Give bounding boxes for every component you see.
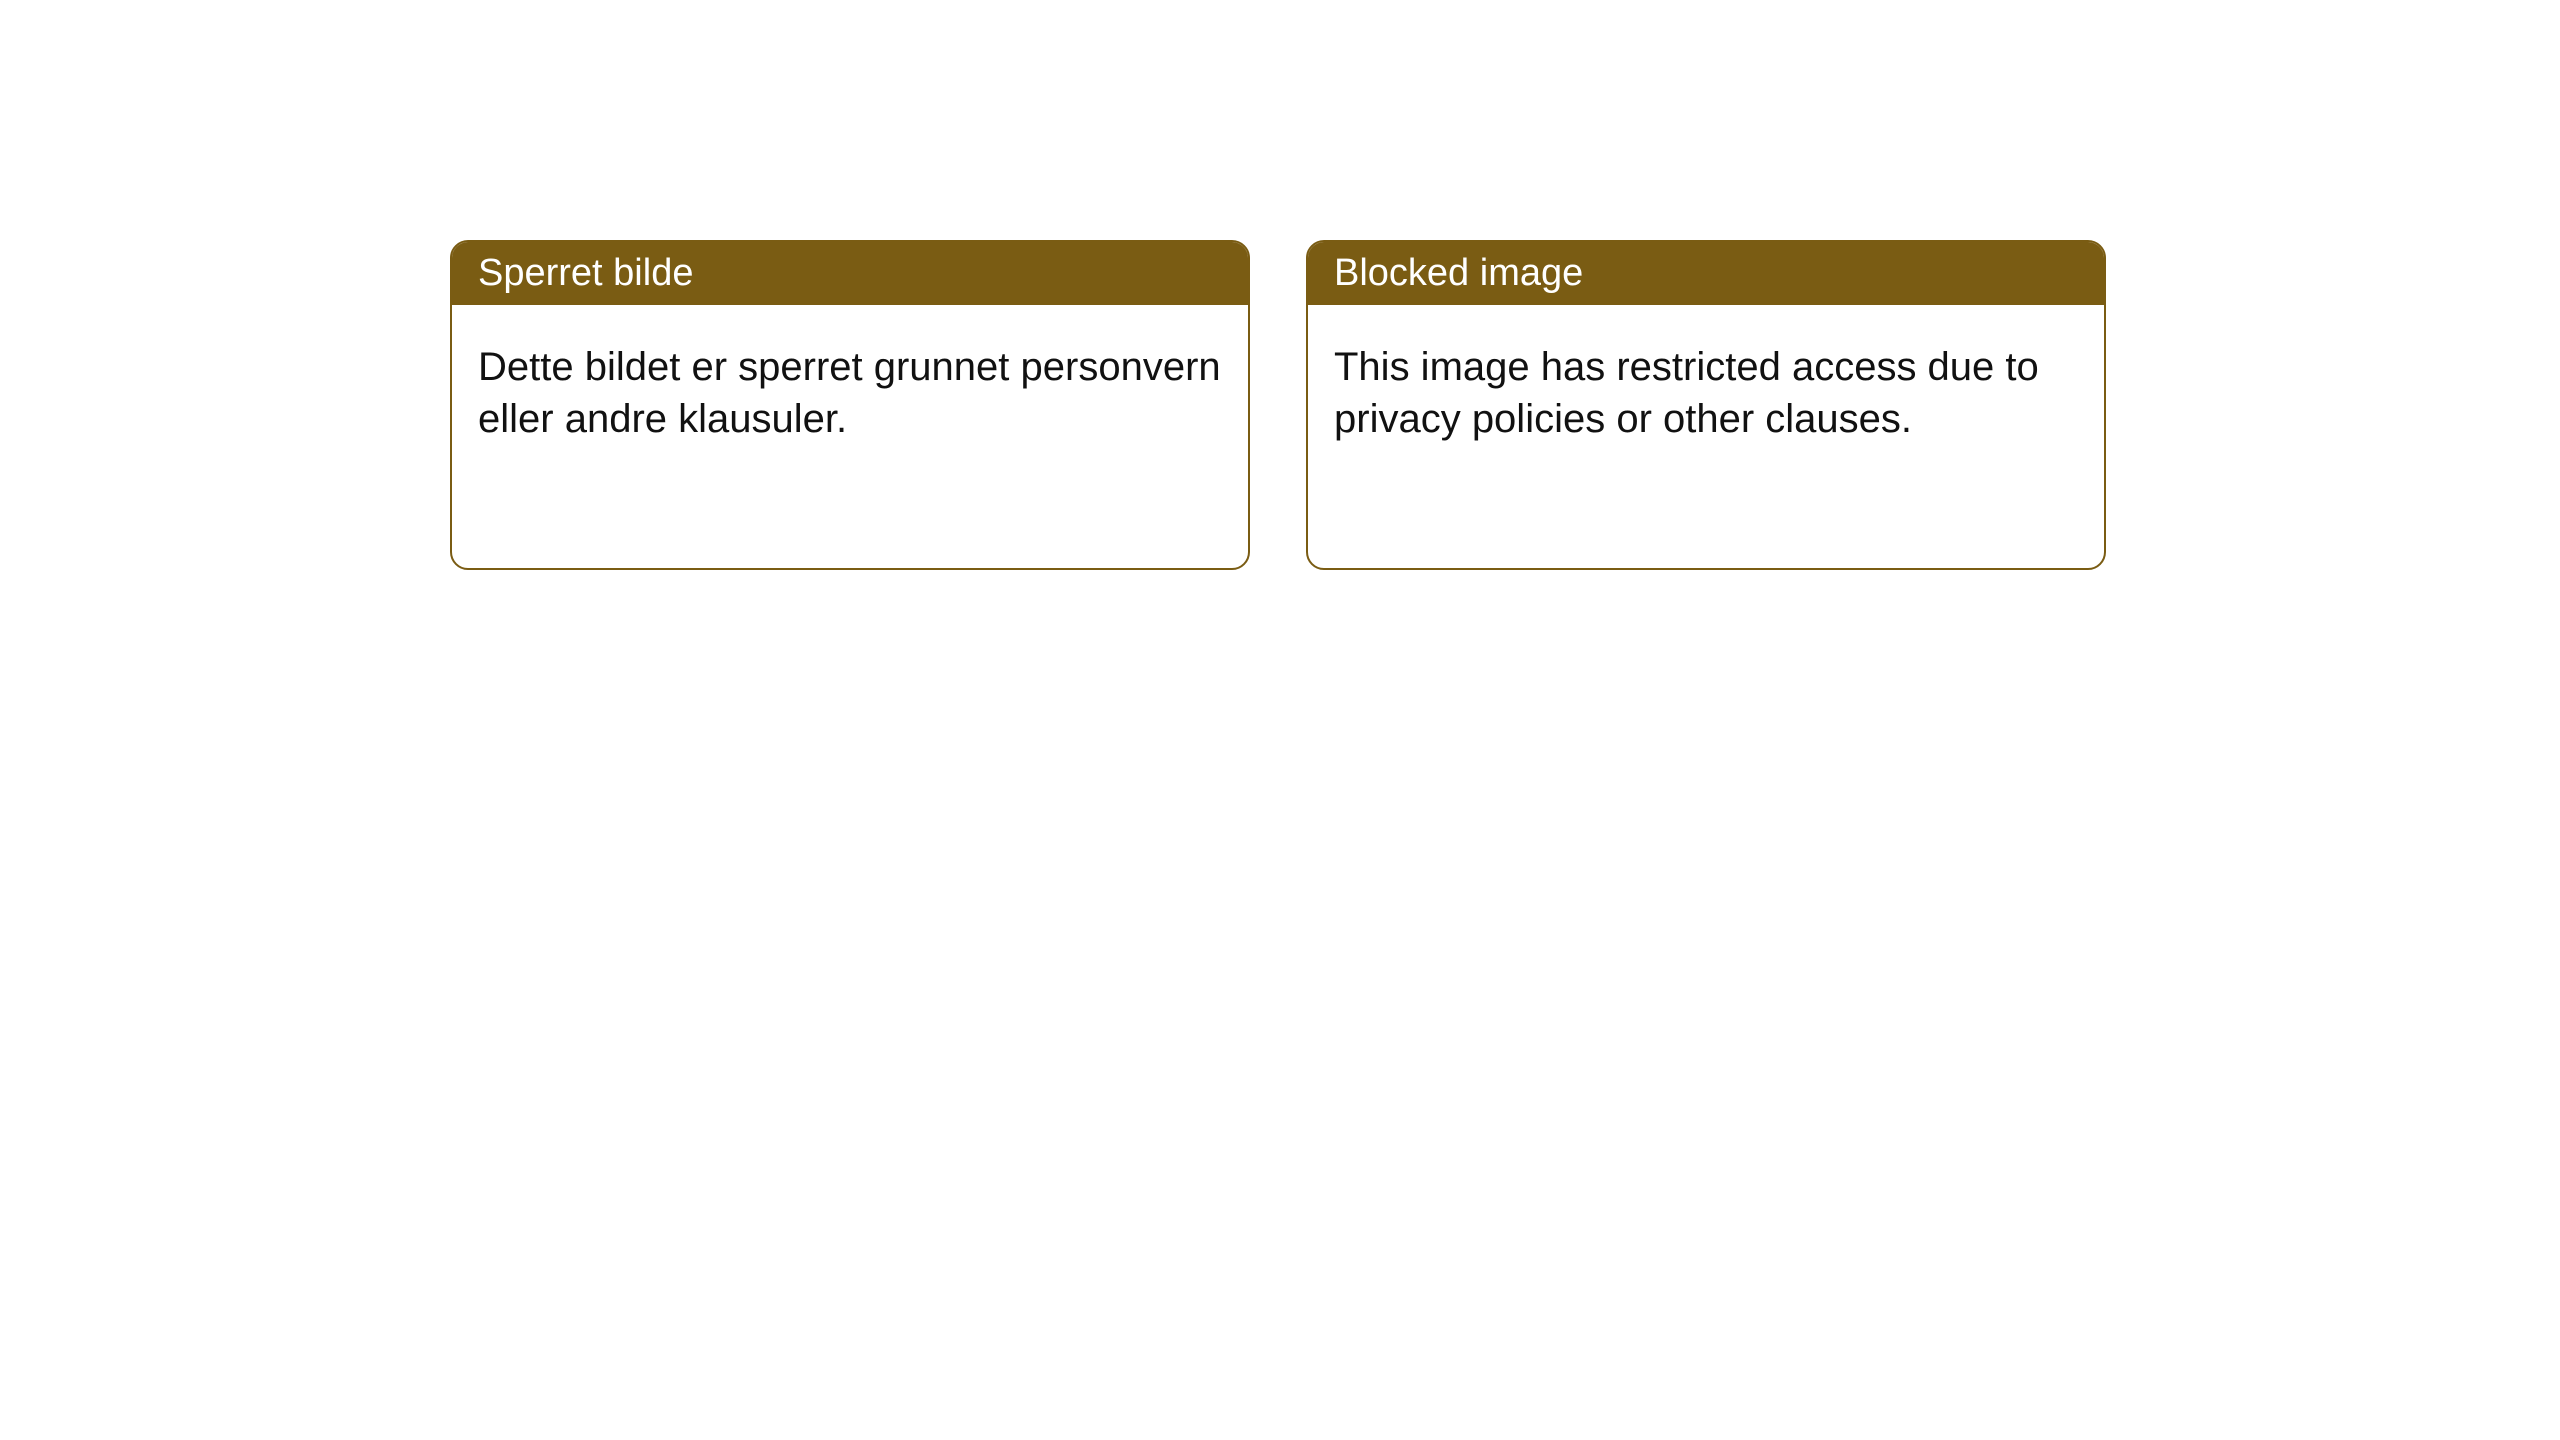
card-body-text: Dette bildet er sperret grunnet personve…	[478, 345, 1221, 441]
card-body: This image has restricted access due to …	[1308, 305, 2104, 481]
blocked-image-card-no: Sperret bilde Dette bildet er sperret gr…	[450, 240, 1250, 570]
card-title: Sperret bilde	[478, 252, 693, 294]
blocked-image-card-en: Blocked image This image has restricted …	[1306, 240, 2106, 570]
card-header: Sperret bilde	[452, 242, 1248, 305]
card-body-text: This image has restricted access due to …	[1334, 345, 2039, 441]
card-title: Blocked image	[1334, 252, 1583, 294]
card-header: Blocked image	[1308, 242, 2104, 305]
notice-cards-container: Sperret bilde Dette bildet er sperret gr…	[0, 0, 2560, 570]
card-body: Dette bildet er sperret grunnet personve…	[452, 305, 1248, 481]
